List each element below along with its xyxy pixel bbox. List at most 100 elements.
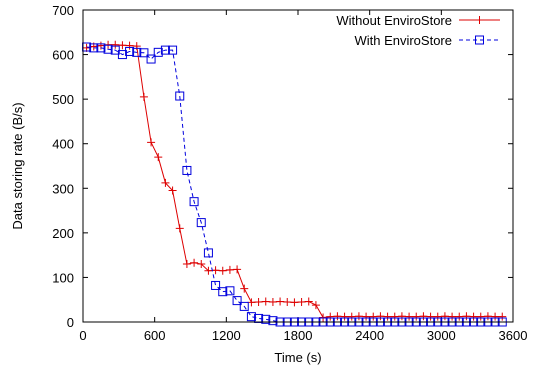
legend-sample-without-envirostore: [459, 16, 500, 24]
x-tick-label: 3000: [427, 328, 456, 343]
data-point: [196, 218, 206, 228]
data-point: [290, 298, 299, 307]
data-point: [254, 297, 263, 306]
data-point: [240, 284, 249, 293]
data-point: [204, 266, 213, 275]
data-point: [276, 297, 285, 306]
data-point: [362, 312, 371, 321]
data-point: [118, 41, 127, 50]
data-point: [462, 312, 471, 321]
data-point: [311, 301, 320, 310]
data-point: [476, 312, 485, 321]
data-point: [261, 297, 270, 306]
data-point: [103, 44, 113, 54]
x-tick-label: 0: [79, 328, 86, 343]
y-tick-label: 600: [52, 48, 74, 63]
data-point: [146, 54, 156, 64]
series-without-envirostore: [82, 40, 507, 322]
data-point: [189, 197, 199, 207]
data-point: [175, 224, 184, 233]
data-point: [125, 46, 135, 56]
y-tick-label: 300: [52, 181, 74, 196]
data-point: [347, 312, 356, 321]
x-tick-label: 2400: [355, 328, 384, 343]
x-tick-label: 3600: [499, 328, 528, 343]
data-point: [125, 41, 134, 50]
data-point: [383, 312, 392, 321]
data-point: [433, 312, 442, 321]
data-point: [218, 287, 228, 297]
data-point: [455, 312, 464, 321]
legend-marker: [475, 16, 484, 24]
data-point: [405, 312, 414, 321]
data-point: [268, 316, 278, 326]
data-point: [132, 47, 142, 57]
data-point: [419, 312, 428, 321]
data-point: [390, 312, 399, 321]
data-point: [412, 312, 421, 321]
data-point: [203, 248, 213, 258]
data-point: [426, 312, 435, 321]
data-point: [326, 312, 335, 321]
data-point: [232, 296, 242, 306]
data-point: [96, 43, 106, 53]
plot-frame: [82, 9, 514, 323]
data-point: [448, 312, 457, 321]
data-point: [246, 312, 256, 322]
legend-label-with-envirostore: With EnviroStore: [354, 33, 452, 48]
data-point: [168, 45, 178, 55]
data-point: [376, 312, 385, 321]
legend-label-without-envirostore: Without EnviroStore: [336, 13, 452, 28]
y-axis-ticks: 0 100 200 300 400 500 600 700: [52, 3, 513, 330]
data-point: [498, 312, 507, 321]
data-point: [211, 266, 220, 275]
data-point: [304, 297, 313, 306]
data-point: [218, 266, 227, 275]
y-tick-label: 0: [67, 315, 74, 330]
series-layer: [82, 40, 507, 327]
y-tick-label: 400: [52, 137, 74, 152]
legend-marker: [475, 35, 484, 45]
y-tick-label: 500: [52, 92, 74, 107]
data-point: [397, 312, 406, 321]
x-axis-title: Time (s): [274, 350, 321, 365]
legend: Without EnviroStore With EnviroStore: [336, 13, 500, 48]
data-point: [440, 312, 449, 321]
data-point: [225, 265, 234, 274]
data-point: [147, 138, 156, 147]
data-point: [483, 312, 492, 321]
data-point: [297, 297, 306, 306]
data-point: [160, 45, 170, 55]
data-point: [261, 314, 271, 324]
data-point: [233, 265, 242, 274]
data-point: [469, 312, 478, 321]
data-point: [89, 43, 99, 53]
series-with-envirostore: [82, 42, 507, 327]
data-point: [168, 186, 177, 195]
series-line: [86, 46, 503, 323]
y-tick-label: 200: [52, 226, 74, 241]
series-line: [86, 44, 503, 319]
data-point: [268, 297, 277, 306]
x-axis-ticks: 0 600 1200 1800 2400 3000 3600: [79, 10, 527, 343]
data-point: [369, 312, 378, 321]
x-tick-label: 600: [144, 328, 166, 343]
data-point: [182, 260, 191, 269]
data-point: [197, 260, 206, 269]
data-point: [117, 50, 127, 60]
data-point: [354, 312, 363, 321]
y-axis-title: Data storing rate (B/s): [10, 102, 25, 229]
x-tick-label: 1200: [212, 328, 241, 343]
data-point: [247, 298, 256, 307]
data-point: [225, 286, 235, 296]
data-point: [491, 312, 500, 321]
data-point: [154, 153, 163, 162]
y-tick-label: 700: [52, 3, 74, 18]
data-point: [175, 91, 185, 101]
data-point: [139, 92, 148, 101]
data-point: [190, 258, 199, 267]
data-point: [139, 48, 149, 58]
data-point: [153, 47, 163, 57]
data-point: [239, 301, 249, 311]
